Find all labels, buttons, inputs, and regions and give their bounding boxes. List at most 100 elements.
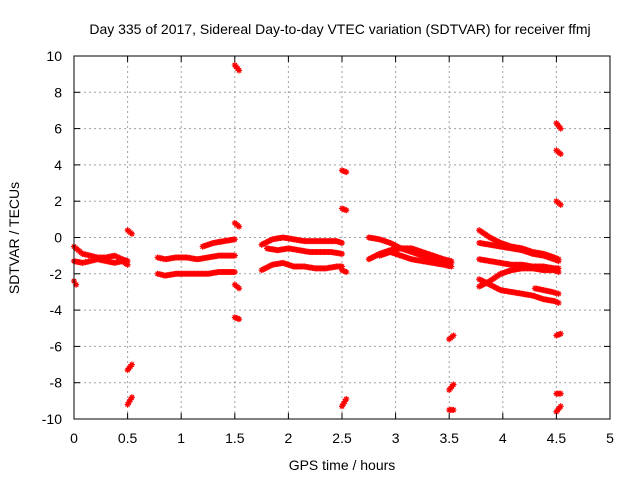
data-point — [339, 250, 345, 257]
x-tick-label: 3 — [392, 430, 400, 446]
data-point — [557, 125, 564, 132]
data-point — [236, 316, 243, 323]
data-point — [448, 263, 455, 270]
data-point — [236, 67, 243, 74]
series-seg-i5 — [476, 276, 562, 306]
x-tick-label: 3.5 — [439, 430, 459, 446]
y-tick-label: 10 — [46, 48, 62, 64]
series-seg-h2 — [446, 381, 457, 393]
series-seg-j4 — [553, 330, 564, 339]
data-point — [124, 401, 131, 408]
series-seg-e2 — [263, 245, 345, 257]
data-point — [231, 252, 238, 259]
data-point — [231, 236, 238, 243]
data-point — [339, 263, 345, 270]
x-tick-label: 2.5 — [332, 430, 352, 446]
data-point — [555, 299, 562, 306]
data-point — [340, 400, 347, 407]
y-tick-label: -6 — [50, 338, 63, 354]
y-tick-label: -4 — [50, 302, 63, 318]
series-seg-h1 — [446, 332, 457, 343]
series-seg-a3 — [71, 278, 80, 288]
series-seg-j3 — [553, 198, 564, 208]
data-point — [450, 381, 457, 388]
series-seg-a1 — [71, 243, 131, 265]
data-point — [450, 406, 457, 413]
y-tick-label: 0 — [54, 230, 62, 246]
data-point — [343, 396, 350, 403]
data-point — [450, 332, 457, 339]
data-point — [231, 268, 238, 275]
series-seg-b3 — [124, 394, 135, 408]
series-seg-i2 — [476, 239, 562, 265]
data-point — [343, 207, 350, 214]
data-point — [124, 258, 131, 265]
data-point — [128, 230, 135, 237]
data-point — [557, 201, 564, 208]
data-point — [128, 394, 135, 401]
data-point — [555, 290, 562, 297]
y-tick-label: -2 — [50, 266, 63, 282]
axis-ticks — [73, 55, 611, 420]
y-tick-label: -10 — [42, 411, 62, 427]
y-tick-label: 2 — [54, 193, 62, 209]
data-points — [71, 62, 564, 415]
grid — [74, 56, 610, 419]
x-tick-label: 5 — [606, 430, 614, 446]
x-tick-label: 0 — [70, 430, 78, 446]
y-axis-label: SDTVAR / TECUs — [6, 182, 22, 294]
y-tick-label: 8 — [54, 84, 62, 100]
data-point — [339, 403, 345, 410]
data-point — [236, 285, 243, 292]
x-tick-label: 2 — [285, 430, 293, 446]
data-point — [557, 330, 564, 337]
series-seg-c1 — [154, 252, 238, 263]
data-point — [557, 151, 564, 158]
series-seg-f4 — [339, 396, 350, 410]
data-point — [557, 390, 564, 397]
series-seg-d2 — [231, 219, 243, 230]
data-point — [557, 403, 564, 410]
series-seg-d1 — [231, 62, 243, 74]
series-seg-e1 — [258, 234, 345, 248]
series-seg-g3 — [376, 249, 455, 270]
data-point — [341, 398, 348, 405]
series-seg-b2 — [124, 361, 135, 373]
series-seg-f2 — [339, 205, 350, 214]
series-seg-d3 — [231, 281, 243, 292]
data-point — [128, 361, 135, 368]
series-seg-j2 — [553, 147, 564, 158]
series-seg-h3 — [446, 406, 457, 413]
series-seg-i4 — [476, 265, 562, 290]
data-point — [73, 281, 80, 288]
x-tick-label: 0.5 — [118, 430, 138, 446]
data-point — [555, 265, 562, 272]
series-seg-c3 — [199, 236, 238, 250]
x-tick-label: 1 — [177, 430, 185, 446]
x-tick-label: 4 — [499, 430, 507, 446]
x-tick-label: 1.5 — [225, 430, 245, 446]
data-point — [236, 223, 243, 230]
data-point — [124, 261, 131, 268]
data-point — [448, 258, 455, 265]
data-point — [127, 396, 134, 403]
y-tick-label: -8 — [50, 375, 63, 391]
series-seg-j5 — [553, 390, 564, 397]
data-point — [343, 268, 350, 275]
x-axis-label: GPS time / hours — [289, 457, 396, 473]
series-seg-e3 — [258, 259, 345, 274]
series-seg-j1 — [553, 120, 564, 132]
data-point — [126, 399, 133, 406]
tick-labels: 0 0.5 1 1.5 2 2.5 3 3.5 4 4.5 5 -10 -8 -6 -4 -2 0 2 4 6 8 10 — [42, 48, 614, 446]
data-point — [339, 239, 345, 246]
series-seg-f1 — [339, 167, 350, 176]
series-seg-f3 — [339, 267, 350, 275]
y-tick-label: 4 — [54, 157, 62, 173]
series-seg-d4 — [231, 314, 243, 323]
data-point — [555, 258, 562, 265]
series-seg-c2 — [154, 268, 238, 279]
series-seg-b1 — [124, 227, 135, 237]
x-tick-label: 4.5 — [547, 430, 567, 446]
